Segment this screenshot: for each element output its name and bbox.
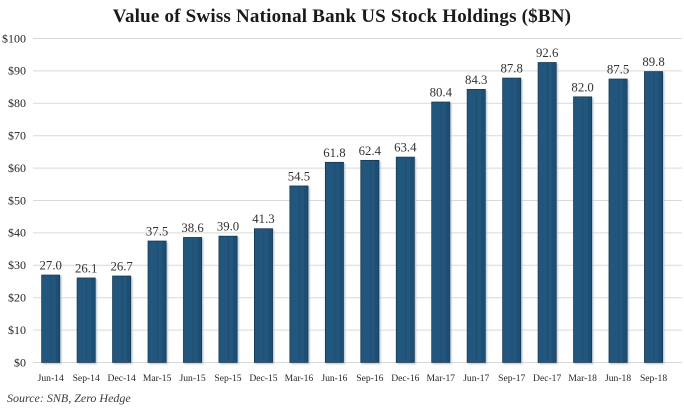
svg-text:Sep-17: Sep-17 (498, 373, 525, 384)
svg-text:27.0: 27.0 (40, 259, 62, 273)
svg-text:$100: $100 (2, 31, 26, 45)
svg-text:26.7: 26.7 (110, 259, 133, 273)
svg-text:Mar-18: Mar-18 (568, 373, 597, 384)
svg-text:Mar-16: Mar-16 (285, 373, 314, 384)
svg-text:$80: $80 (8, 96, 26, 110)
svg-text:$60: $60 (8, 161, 26, 175)
svg-text:$90: $90 (8, 64, 26, 78)
svg-text:82.0: 82.0 (571, 80, 593, 94)
svg-text:54.5: 54.5 (288, 169, 310, 183)
svg-text:38.6: 38.6 (181, 221, 204, 235)
svg-text:$70: $70 (8, 129, 26, 143)
svg-text:84.3: 84.3 (465, 73, 487, 87)
svg-text:$50: $50 (8, 193, 26, 207)
svg-text:41.3: 41.3 (252, 212, 274, 226)
svg-text:Dec-14: Dec-14 (108, 373, 136, 384)
svg-text:26.1: 26.1 (75, 261, 97, 275)
svg-text:Jun-18: Jun-18 (605, 373, 631, 384)
svg-text:63.4: 63.4 (394, 141, 417, 155)
svg-text:Jun-15: Jun-15 (180, 373, 206, 384)
svg-text:89.8: 89.8 (642, 55, 664, 69)
svg-text:$10: $10 (8, 323, 26, 337)
svg-text:62.4: 62.4 (359, 144, 382, 158)
svg-text:Mar-15: Mar-15 (143, 373, 172, 384)
svg-text:$30: $30 (8, 258, 26, 272)
svg-text:Mar-17: Mar-17 (426, 373, 455, 384)
svg-text:Sep-18: Sep-18 (640, 373, 667, 384)
svg-text:39.0: 39.0 (217, 220, 239, 234)
svg-text:87.5: 87.5 (607, 63, 629, 77)
svg-text:$20: $20 (8, 291, 26, 305)
svg-text:$40: $40 (8, 226, 26, 240)
svg-text:87.8: 87.8 (501, 62, 523, 76)
svg-text:Sep-15: Sep-15 (214, 373, 241, 384)
svg-text:61.8: 61.8 (323, 146, 345, 160)
svg-text:Sep-16: Sep-16 (356, 373, 383, 384)
svg-text:$0: $0 (14, 355, 26, 369)
svg-text:37.5: 37.5 (146, 225, 168, 239)
svg-text:92.6: 92.6 (536, 46, 559, 60)
svg-text:Jun-17: Jun-17 (463, 373, 489, 384)
svg-text:Dec-16: Dec-16 (391, 373, 419, 384)
svg-text:Jun-16: Jun-16 (321, 373, 347, 384)
svg-text:Jun-14: Jun-14 (38, 373, 64, 384)
svg-text:Dec-15: Dec-15 (249, 373, 277, 384)
svg-text:Dec-17: Dec-17 (533, 373, 561, 384)
svg-text:Sep-14: Sep-14 (73, 373, 100, 384)
svg-text:80.4: 80.4 (430, 86, 453, 100)
